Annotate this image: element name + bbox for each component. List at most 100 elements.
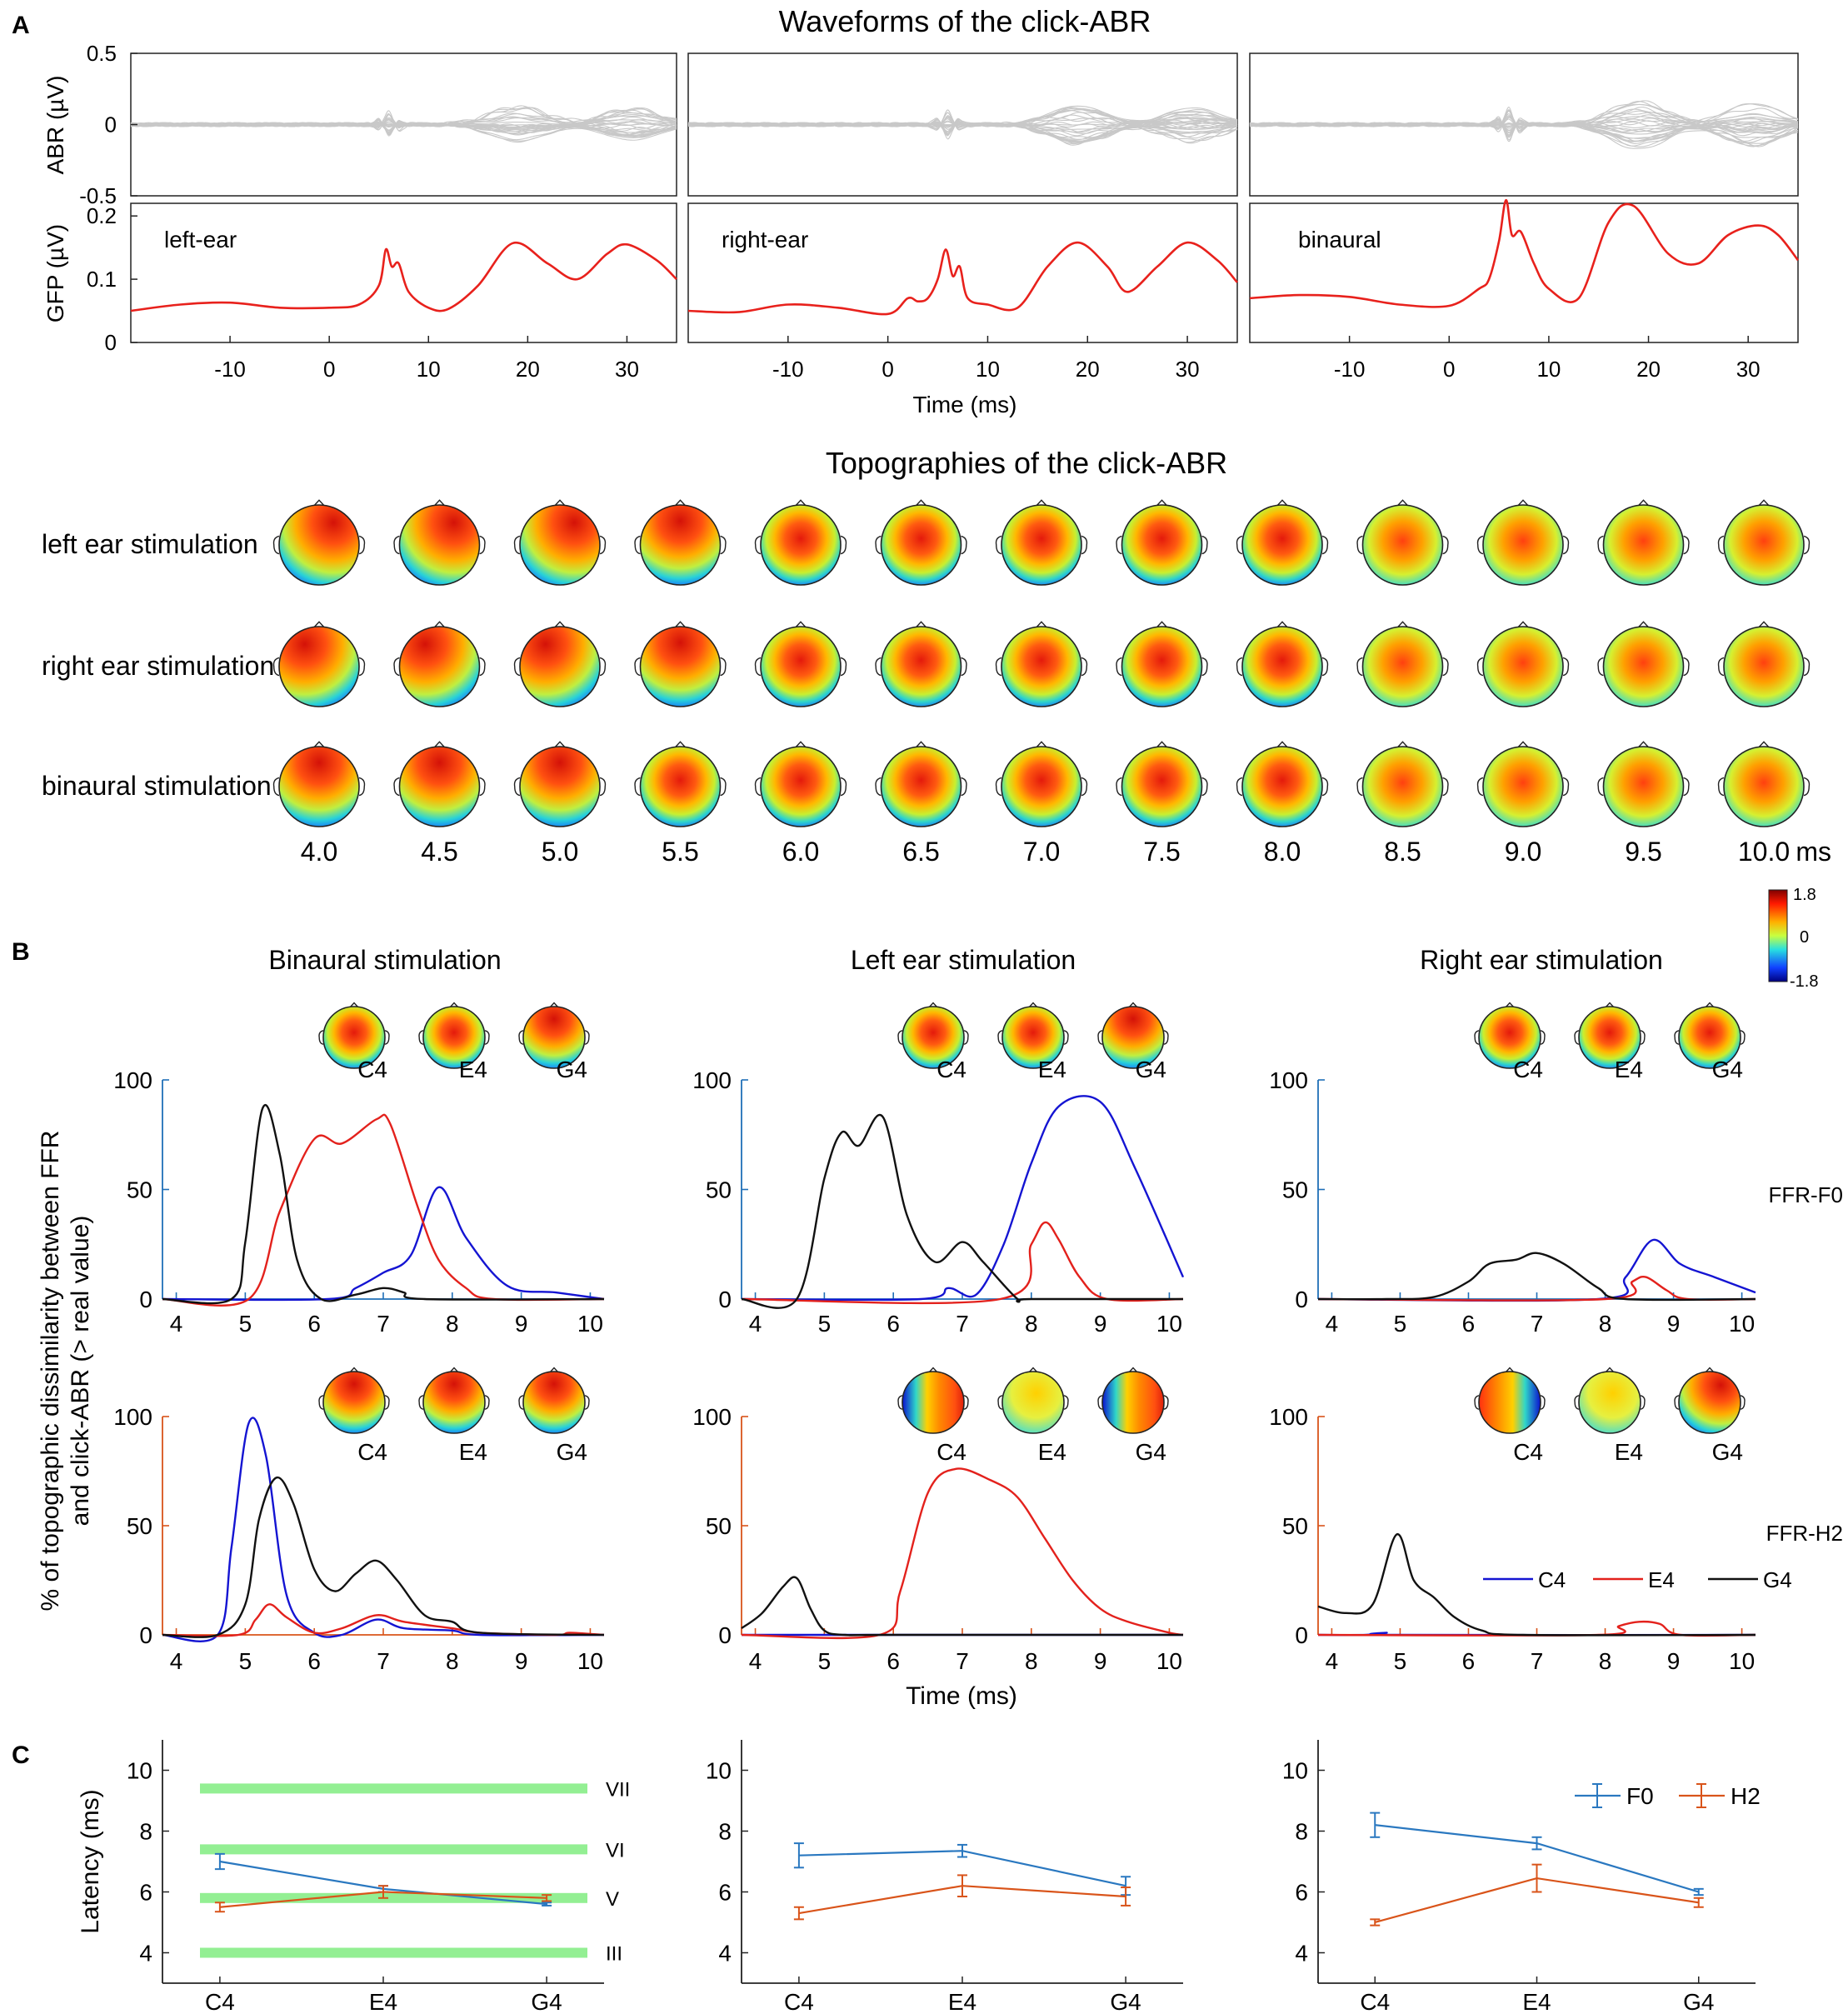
colorbar [1768, 889, 1788, 982]
x-tick-label: 8 [1599, 1311, 1612, 1337]
ear [995, 535, 1002, 555]
x-tick-label: 4 [170, 1311, 183, 1337]
ear [840, 657, 847, 677]
y-label-line2: and click-ABR (> real value) [67, 1216, 94, 1527]
ear [272, 777, 280, 797]
head [522, 1371, 586, 1434]
nose [1129, 1002, 1137, 1007]
ear [272, 535, 280, 555]
x-tick-label: 6 [307, 1648, 321, 1674]
x-tick-label: 7 [377, 1311, 390, 1337]
ear [1717, 777, 1725, 797]
topo-map [513, 741, 607, 827]
topo-map [393, 741, 486, 827]
ear [418, 1395, 424, 1410]
ear [1442, 777, 1449, 797]
x-tick-label: 4 [170, 1648, 183, 1674]
nose [1276, 621, 1288, 627]
nose [795, 621, 807, 627]
ear [272, 657, 280, 677]
y-label-line1: % of topographic dissimilarity between F… [37, 1131, 64, 1612]
ear [358, 535, 366, 555]
head [1361, 746, 1444, 827]
ffr-topo-map [897, 1367, 969, 1434]
x-tick-label: 5 [1394, 1311, 1407, 1337]
nose [554, 741, 566, 747]
y-tick-label: 10 [706, 1758, 732, 1784]
ear [1356, 657, 1363, 677]
head [1723, 504, 1805, 586]
y-tick-label: 6 [139, 1880, 152, 1906]
y-tick-label: 8 [718, 1819, 732, 1845]
x-tick-label: 6 [1462, 1311, 1476, 1337]
x-tick-label: 10 [1156, 1311, 1182, 1337]
nose [1638, 499, 1649, 506]
head [1482, 746, 1564, 827]
ear [1356, 535, 1363, 555]
series-line-C4 [162, 1417, 605, 1642]
ear [1717, 657, 1725, 677]
ear [720, 535, 727, 555]
y-tick-label: 4 [139, 1941, 152, 1967]
y-tick-label: 10 [1282, 1758, 1308, 1784]
ear [634, 777, 641, 797]
topo-row-label: binaural stimulation [42, 771, 272, 801]
ear [1163, 1030, 1169, 1045]
nose [1638, 741, 1649, 747]
ear [875, 777, 882, 797]
head [519, 504, 601, 586]
ear [961, 777, 967, 797]
x-tick-label: 7 [1531, 1311, 1544, 1337]
topo-unit: ms [1796, 837, 1831, 867]
x-tick-label: 9 [1094, 1648, 1107, 1674]
ear [1116, 657, 1122, 677]
nose [675, 621, 686, 627]
wave-band [200, 1844, 587, 1855]
topo-note-label: C4 [1513, 1057, 1543, 1082]
ear [875, 535, 882, 555]
ear [1562, 657, 1570, 677]
nose [929, 1002, 937, 1007]
ear [1081, 777, 1088, 797]
topography-title: Topographies of the click-ABR [826, 446, 1227, 480]
y-tick-label: 50 [1282, 1177, 1308, 1203]
ffr-topo-map [1474, 1002, 1546, 1069]
head [880, 504, 962, 586]
topo-time-label: 4.5 [421, 837, 457, 867]
ear [1574, 1395, 1580, 1410]
series-line-C4 [741, 1095, 1185, 1302]
ear [1476, 777, 1484, 797]
series-line-G4 [1317, 1533, 1756, 1637]
ffr-topo-map [1097, 1002, 1169, 1069]
ear [1442, 535, 1449, 555]
abr-trace [1249, 100, 1799, 132]
x-tick-label: 5 [818, 1648, 832, 1674]
ear [1597, 657, 1604, 677]
ear [518, 1395, 524, 1410]
row-label: FFR-F0 [1768, 1182, 1843, 1207]
head [1121, 626, 1203, 707]
topo-map [1116, 621, 1208, 707]
nose [1029, 1367, 1037, 1372]
nose [1517, 499, 1529, 506]
nose [1276, 499, 1288, 506]
x-tick-label: 7 [956, 1311, 969, 1337]
x-tick-label: 5 [239, 1311, 252, 1337]
ear [1097, 1395, 1103, 1410]
topo-map [1597, 499, 1690, 586]
ear [963, 1030, 969, 1045]
head [1482, 504, 1564, 586]
nose [1758, 621, 1770, 627]
ffr-plot: 100 50 04 5 6 7 8 9 10 C4 E4 G4 [692, 1002, 1185, 1337]
nose [1606, 1367, 1614, 1372]
topo-row-label: left ear stimulation [42, 529, 258, 559]
topo-map [1476, 621, 1570, 707]
topo-map [1717, 741, 1811, 827]
series-line-E4 [741, 1221, 1184, 1305]
topo-map [393, 621, 486, 707]
head [1602, 504, 1685, 586]
series-line-C4 [162, 1186, 605, 1302]
ear [584, 1030, 590, 1045]
ear [1803, 535, 1811, 555]
gfp-y-tick: 0.2 [87, 203, 117, 228]
